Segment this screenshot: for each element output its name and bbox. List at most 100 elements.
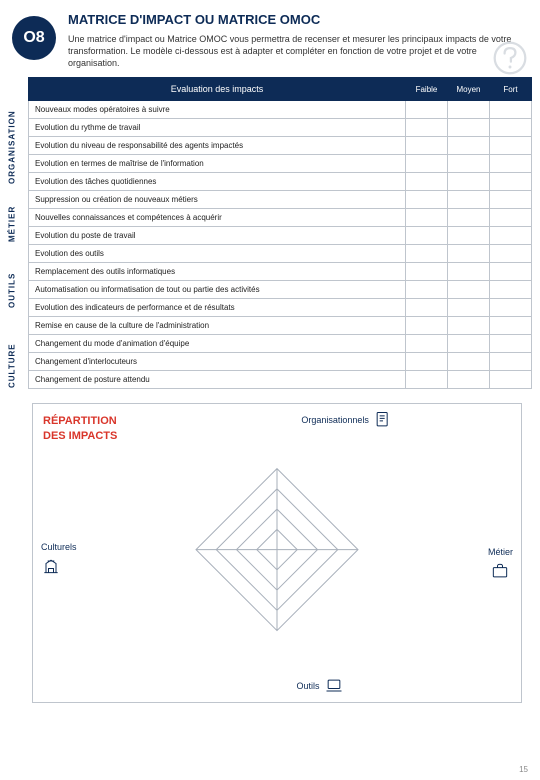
rating-cell[interactable] bbox=[448, 209, 490, 227]
rating-cell[interactable] bbox=[448, 191, 490, 209]
axis-top-label: Organisationnels bbox=[301, 415, 369, 425]
rating-cell[interactable] bbox=[406, 173, 448, 191]
rating-cell[interactable] bbox=[406, 101, 448, 119]
building-icon bbox=[41, 556, 61, 576]
rating-cell[interactable] bbox=[406, 281, 448, 299]
impact-cell: Remise en cause de la culture de l'admin… bbox=[29, 317, 406, 335]
rating-cell[interactable] bbox=[448, 155, 490, 173]
rating-cell[interactable] bbox=[448, 335, 490, 353]
category-label: ORGANISATION bbox=[0, 100, 24, 195]
impact-cell: Evolution des indicateurs de performance… bbox=[29, 299, 406, 317]
impact-cell: Changement du mode d'animation d'équipe bbox=[29, 335, 406, 353]
rep-title-l2: DES IMPACTS bbox=[43, 430, 117, 442]
rating-cell[interactable] bbox=[490, 119, 532, 137]
table-row: Evolution des outils bbox=[29, 245, 532, 263]
table-row: Automatisation ou informatisation de tou… bbox=[29, 281, 532, 299]
rating-cell[interactable] bbox=[406, 371, 448, 389]
rating-cell[interactable] bbox=[490, 299, 532, 317]
rating-cell[interactable] bbox=[490, 281, 532, 299]
axis-outils: Outils bbox=[297, 676, 344, 696]
header: O8 MATRICE D'IMPACT OU MATRICE OMOC Une … bbox=[0, 0, 540, 77]
rating-cell[interactable] bbox=[406, 191, 448, 209]
rating-cell[interactable] bbox=[448, 173, 490, 191]
rating-cell[interactable] bbox=[448, 299, 490, 317]
rating-cell[interactable] bbox=[490, 245, 532, 263]
table-row: Evolution en termes de maîtrise de l'inf… bbox=[29, 155, 532, 173]
table-row: Evolution des tâches quotidiennes bbox=[29, 173, 532, 191]
rating-cell[interactable] bbox=[490, 227, 532, 245]
rating-cell[interactable] bbox=[406, 137, 448, 155]
rating-cell[interactable] bbox=[448, 137, 490, 155]
rating-cell[interactable] bbox=[406, 317, 448, 335]
rating-cell[interactable] bbox=[490, 371, 532, 389]
rating-cell[interactable] bbox=[448, 245, 490, 263]
rating-cell[interactable] bbox=[490, 209, 532, 227]
table-row: Changement de posture attendu bbox=[29, 371, 532, 389]
rating-cell[interactable] bbox=[490, 335, 532, 353]
rating-cell[interactable] bbox=[406, 299, 448, 317]
help-icon bbox=[492, 40, 528, 76]
rating-cell[interactable] bbox=[490, 191, 532, 209]
rating-cell[interactable] bbox=[490, 173, 532, 191]
impact-cell: Automatisation ou informatisation de tou… bbox=[29, 281, 406, 299]
rating-cell[interactable] bbox=[490, 263, 532, 281]
category-label: CULTURE bbox=[0, 328, 24, 404]
impact-cell: Remplacement des outils informatiques bbox=[29, 263, 406, 281]
impact-cell: Evolution du niveau de responsabilité de… bbox=[29, 137, 406, 155]
rating-cell[interactable] bbox=[406, 119, 448, 137]
table-row: Nouveaux modes opératoires à suivre bbox=[29, 101, 532, 119]
rating-cell[interactable] bbox=[448, 317, 490, 335]
impact-cell: Changement d'interlocuteurs bbox=[29, 353, 406, 371]
rating-cell[interactable] bbox=[490, 353, 532, 371]
table-row: Changement d'interlocuteurs bbox=[29, 353, 532, 371]
briefcase-icon bbox=[490, 561, 510, 581]
page-title: MATRICE D'IMPACT OU MATRICE OMOC bbox=[68, 12, 524, 27]
col-moyen: Moyen bbox=[448, 78, 490, 101]
axis-culturels: Culturels bbox=[41, 542, 77, 576]
rating-cell[interactable] bbox=[490, 155, 532, 173]
axis-left-label: Culturels bbox=[41, 542, 77, 552]
impact-table-wrap: Evaluation des impacts Faible Moyen Fort… bbox=[0, 77, 540, 389]
rating-cell[interactable] bbox=[448, 281, 490, 299]
rating-cell[interactable] bbox=[490, 101, 532, 119]
impact-cell: Evolution des tâches quotidiennes bbox=[29, 173, 406, 191]
table-row: Nouvelles connaissances et compétences à… bbox=[29, 209, 532, 227]
rating-cell[interactable] bbox=[406, 227, 448, 245]
table-row: Evolution du poste de travail bbox=[29, 227, 532, 245]
rating-cell[interactable] bbox=[448, 227, 490, 245]
impact-cell: Suppression ou création de nouveaux méti… bbox=[29, 191, 406, 209]
page-number: 15 bbox=[519, 765, 528, 774]
rating-cell[interactable] bbox=[406, 245, 448, 263]
rating-cell[interactable] bbox=[406, 155, 448, 173]
table-row: Evolution du rythme de travail bbox=[29, 119, 532, 137]
rating-cell[interactable] bbox=[406, 209, 448, 227]
table-row: Remplacement des outils informatiques bbox=[29, 263, 532, 281]
rating-cell[interactable] bbox=[406, 335, 448, 353]
impact-cell: Nouveaux modes opératoires à suivre bbox=[29, 101, 406, 119]
rating-cell[interactable] bbox=[448, 101, 490, 119]
rep-title-l1: RÉPARTITION bbox=[43, 415, 117, 427]
impact-cell: Evolution du rythme de travail bbox=[29, 119, 406, 137]
impact-table: Evaluation des impacts Faible Moyen Fort… bbox=[28, 77, 532, 389]
rating-cell[interactable] bbox=[490, 137, 532, 155]
page-subtitle: Une matrice d'impact ou Matrice OMOC vou… bbox=[68, 33, 524, 69]
impact-cell: Evolution du poste de travail bbox=[29, 227, 406, 245]
impact-cell: Evolution des outils bbox=[29, 245, 406, 263]
category-label: OUTILS bbox=[0, 252, 24, 328]
rating-cell[interactable] bbox=[406, 263, 448, 281]
laptop-icon bbox=[324, 676, 344, 696]
table-row: Evolution du niveau de responsabilité de… bbox=[29, 137, 532, 155]
rating-cell[interactable] bbox=[448, 353, 490, 371]
rating-cell[interactable] bbox=[448, 263, 490, 281]
rating-cell[interactable] bbox=[448, 371, 490, 389]
table-row: Evolution des indicateurs de performance… bbox=[29, 299, 532, 317]
header-text: MATRICE D'IMPACT OU MATRICE OMOC Une mat… bbox=[68, 12, 524, 69]
axis-organisationnels: Organisationnels bbox=[301, 410, 393, 430]
col-faible: Faible bbox=[406, 78, 448, 101]
rating-cell[interactable] bbox=[490, 317, 532, 335]
rating-cell[interactable] bbox=[448, 119, 490, 137]
radar-chart bbox=[192, 465, 362, 635]
rating-cell[interactable] bbox=[406, 353, 448, 371]
table-row: Suppression ou création de nouveaux méti… bbox=[29, 191, 532, 209]
impact-cell: Changement de posture attendu bbox=[29, 371, 406, 389]
